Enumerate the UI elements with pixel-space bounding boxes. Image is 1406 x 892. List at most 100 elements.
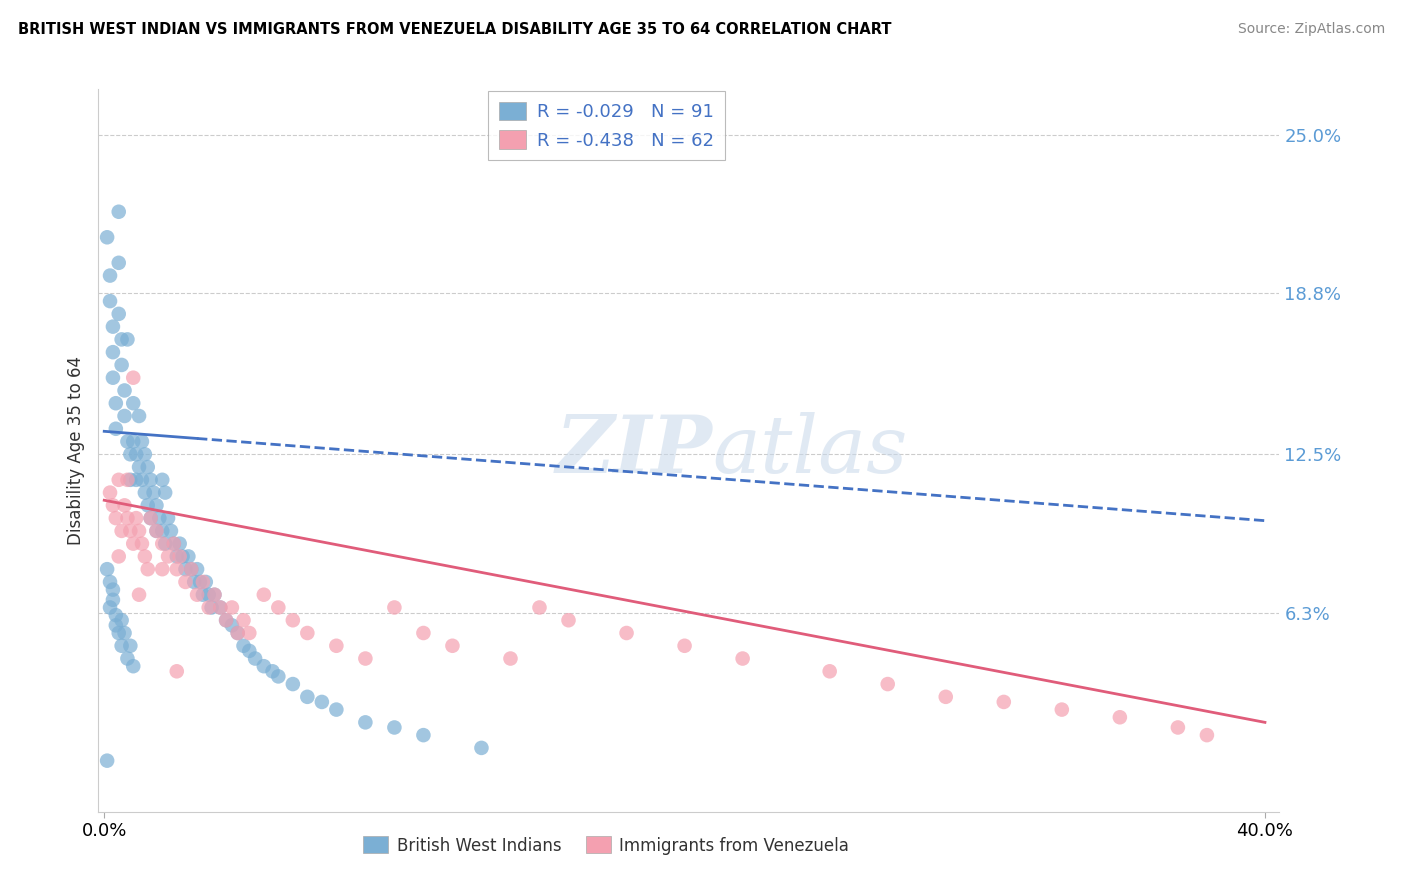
- Point: [125, 447, 148, 461]
- Point: [470, 740, 492, 755]
- Point: [157, 511, 180, 525]
- Point: [150, 562, 173, 576]
- Point: [104, 618, 127, 632]
- Point: [197, 588, 219, 602]
- Point: [117, 332, 139, 346]
- Point: [384, 721, 406, 735]
- Point: [120, 473, 142, 487]
- Point: [101, 319, 124, 334]
- Point: [142, 485, 165, 500]
- Point: [136, 499, 159, 513]
- Point: [107, 473, 129, 487]
- Point: [114, 499, 136, 513]
- Point: [128, 524, 150, 538]
- Y-axis label: Disability Age 35 to 64: Disability Age 35 to 64: [66, 356, 84, 545]
- Point: [238, 644, 260, 658]
- Point: [120, 639, 142, 653]
- Point: [98, 485, 121, 500]
- Point: [172, 549, 194, 564]
- Point: [134, 549, 156, 564]
- Point: [111, 332, 134, 346]
- Point: [186, 562, 208, 576]
- Point: [153, 485, 176, 500]
- Text: Source: ZipAtlas.com: Source: ZipAtlas.com: [1237, 22, 1385, 37]
- Point: [226, 626, 249, 640]
- Point: [145, 524, 167, 538]
- Point: [136, 460, 159, 475]
- Point: [243, 651, 266, 665]
- Point: [169, 549, 191, 564]
- Point: [122, 536, 145, 550]
- Point: [731, 651, 754, 665]
- Point: [111, 358, 134, 372]
- Point: [139, 511, 162, 525]
- Text: atlas: atlas: [713, 412, 908, 489]
- Point: [117, 511, 139, 525]
- Point: [354, 651, 377, 665]
- Point: [215, 613, 238, 627]
- Point: [281, 613, 304, 627]
- Point: [1167, 721, 1189, 735]
- Point: [557, 613, 579, 627]
- Point: [128, 409, 150, 423]
- Point: [297, 690, 319, 704]
- Point: [166, 665, 188, 679]
- Point: [148, 511, 170, 525]
- Point: [267, 600, 290, 615]
- Point: [153, 536, 176, 550]
- Point: [191, 574, 214, 589]
- Point: [183, 574, 205, 589]
- Point: [267, 669, 290, 683]
- Point: [98, 574, 121, 589]
- Point: [180, 562, 202, 576]
- Point: [128, 588, 150, 602]
- Point: [150, 524, 173, 538]
- Point: [673, 639, 696, 653]
- Point: [188, 574, 211, 589]
- Point: [163, 536, 186, 550]
- Point: [616, 626, 638, 640]
- Point: [122, 370, 145, 384]
- Point: [131, 434, 153, 449]
- Point: [166, 549, 188, 564]
- Point: [238, 626, 260, 640]
- Point: [139, 511, 162, 525]
- Point: [163, 536, 186, 550]
- Point: [935, 690, 957, 704]
- Point: [197, 600, 219, 615]
- Point: [104, 422, 127, 436]
- Point: [818, 665, 841, 679]
- Point: [412, 728, 434, 742]
- Point: [174, 574, 197, 589]
- Point: [101, 370, 124, 384]
- Point: [354, 715, 377, 730]
- Point: [117, 651, 139, 665]
- Point: [107, 204, 129, 219]
- Text: BRITISH WEST INDIAN VS IMMIGRANTS FROM VENEZUELA DISABILITY AGE 35 TO 64 CORRELA: BRITISH WEST INDIAN VS IMMIGRANTS FROM V…: [18, 22, 891, 37]
- Point: [134, 485, 156, 500]
- Point: [993, 695, 1015, 709]
- Point: [98, 600, 121, 615]
- Point: [876, 677, 898, 691]
- Point: [98, 294, 121, 309]
- Point: [325, 639, 347, 653]
- Point: [174, 562, 197, 576]
- Point: [215, 613, 238, 627]
- Point: [262, 665, 284, 679]
- Point: [384, 600, 406, 615]
- Point: [114, 384, 136, 398]
- Point: [111, 613, 134, 627]
- Point: [191, 588, 214, 602]
- Point: [281, 677, 304, 691]
- Point: [253, 588, 276, 602]
- Point: [186, 588, 208, 602]
- Point: [128, 460, 150, 475]
- Point: [145, 524, 167, 538]
- Point: [1108, 710, 1130, 724]
- Point: [96, 562, 118, 576]
- Point: [150, 536, 173, 550]
- Point: [117, 434, 139, 449]
- Point: [325, 703, 347, 717]
- Point: [194, 574, 217, 589]
- Point: [111, 524, 134, 538]
